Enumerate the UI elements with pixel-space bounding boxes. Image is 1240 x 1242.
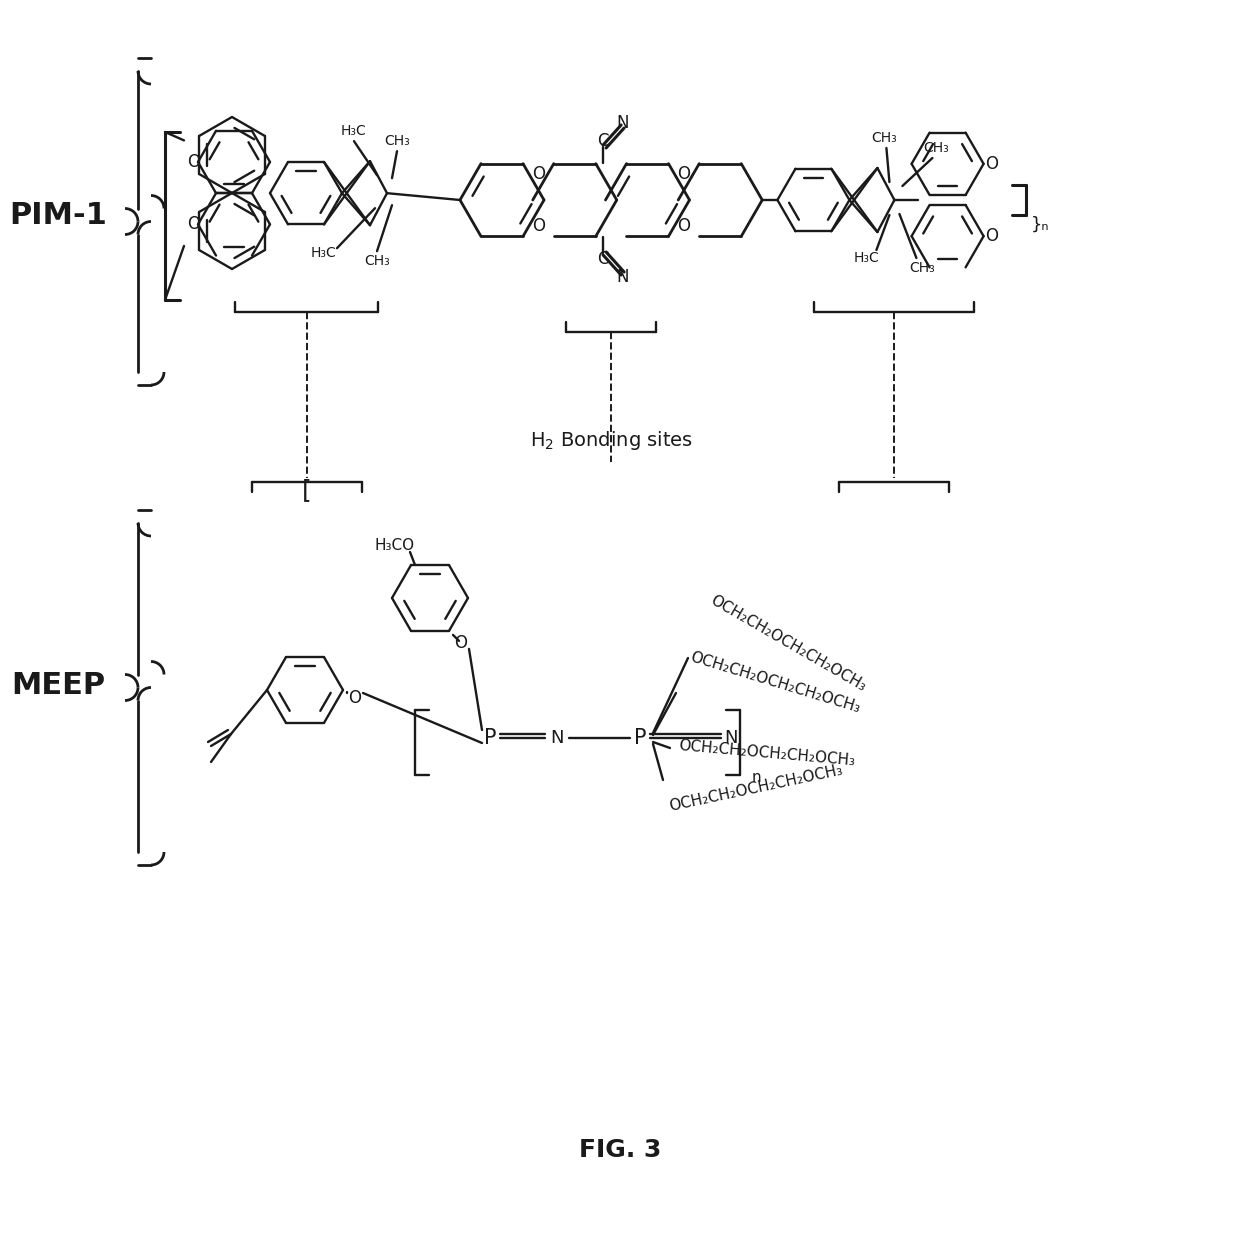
Text: MEEP: MEEP (11, 671, 105, 699)
Text: N: N (616, 268, 630, 286)
Text: N: N (724, 729, 738, 746)
Text: PIM-1: PIM-1 (9, 200, 107, 230)
Text: O: O (187, 153, 201, 171)
Text: N: N (551, 729, 564, 746)
Text: P: P (484, 728, 496, 748)
Text: P: P (634, 728, 646, 748)
Text: n: n (751, 770, 761, 785)
Text: [: [ (301, 478, 311, 502)
Text: H₃CO: H₃CO (374, 538, 415, 553)
Text: }ₙ: }ₙ (1030, 216, 1049, 233)
Text: C: C (598, 132, 609, 150)
Text: CH₃: CH₃ (924, 142, 950, 155)
Text: CH₃: CH₃ (365, 255, 389, 268)
Text: O: O (985, 155, 998, 173)
Text: CH₃: CH₃ (910, 261, 935, 274)
Text: H₃C: H₃C (311, 246, 337, 260)
Text: FIG. 3: FIG. 3 (579, 1138, 661, 1163)
Text: O: O (532, 165, 544, 183)
Text: OCH₂CH₂OCH₂CH₂OCH₃: OCH₂CH₂OCH₂CH₂OCH₃ (708, 592, 869, 694)
Text: OCH₂CH₂OCH₂CH₂OCH₃: OCH₂CH₂OCH₂CH₂OCH₃ (688, 650, 862, 717)
Text: O: O (677, 165, 691, 183)
Text: CH₃: CH₃ (384, 134, 410, 148)
Text: O: O (348, 689, 362, 707)
Text: H₃C: H₃C (341, 124, 367, 138)
Text: CH₃: CH₃ (872, 130, 898, 145)
Text: H₃C: H₃C (853, 251, 879, 265)
Text: N: N (616, 114, 630, 132)
Text: O: O (187, 215, 201, 233)
Text: OCH₂CH₂OCH₂CH₂OCH₃: OCH₂CH₂OCH₂CH₂OCH₃ (678, 738, 856, 769)
Text: O: O (532, 217, 544, 235)
Text: O: O (985, 227, 998, 245)
Text: O: O (677, 217, 691, 235)
Text: O: O (455, 633, 467, 652)
Text: C: C (598, 250, 609, 268)
Text: OCH₂CH₂OCH₂CH₂OCH₃: OCH₂CH₂OCH₂CH₂OCH₃ (668, 763, 844, 814)
Text: H$_2$ Bonding sites: H$_2$ Bonding sites (529, 428, 693, 452)
